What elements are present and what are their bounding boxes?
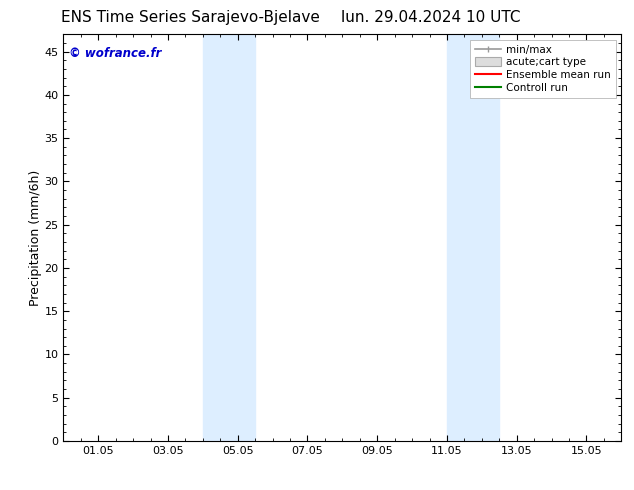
Legend: min/max, acute;cart type, Ensemble mean run, Controll run: min/max, acute;cart type, Ensemble mean …	[470, 40, 616, 98]
Text: ENS Time Series Sarajevo-Bjelave: ENS Time Series Sarajevo-Bjelave	[61, 10, 320, 25]
Text: lun. 29.04.2024 10 UTC: lun. 29.04.2024 10 UTC	[341, 10, 521, 25]
Bar	[447, 34, 500, 441]
Bar	[203, 34, 255, 441]
Y-axis label: Precipitation (mm/6h): Precipitation (mm/6h)	[29, 170, 42, 306]
Text: © wofrance.fr: © wofrance.fr	[69, 47, 162, 59]
